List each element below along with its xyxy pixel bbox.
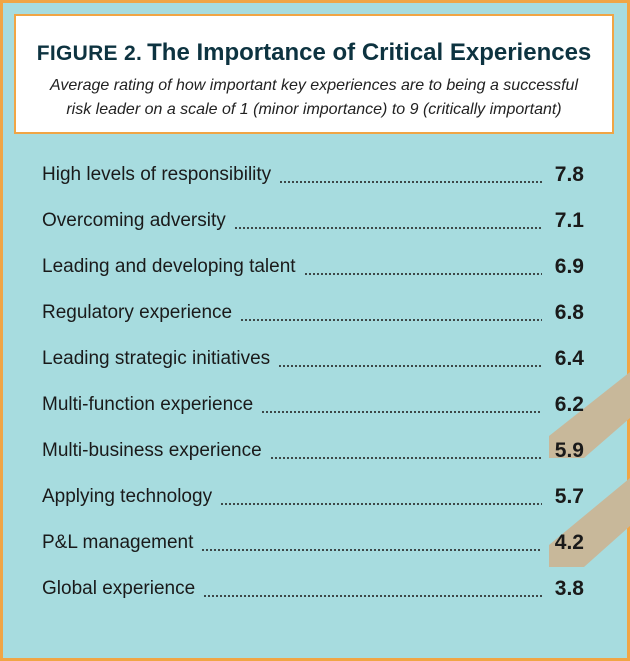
rating-row: Applying technology 5.7: [42, 485, 584, 531]
chart-subtitle: Average rating of how important key expe…: [50, 77, 578, 118]
row-label: Multi-business experience: [42, 440, 262, 461]
rating-row: Leading strategic initiatives 6.4: [42, 347, 584, 393]
row-value: 6.9: [554, 255, 584, 278]
row-label: P&L management: [42, 532, 194, 553]
rating-row: Multi-business experience 5.9: [42, 439, 584, 485]
figure-header: FIGURE 2. The Importance of Critical Expe…: [14, 14, 614, 134]
row-label: Multi-function experience: [42, 394, 254, 415]
row-value: 4.2: [554, 531, 584, 554]
row-label: High levels of responsibility: [42, 164, 272, 185]
row-value: 6.8: [554, 301, 584, 324]
row-value: 7.1: [554, 209, 584, 232]
row-label: Regulatory experience: [42, 302, 233, 323]
row-value: 5.9: [554, 439, 584, 462]
rating-row: Leading and developing talent 6.9: [42, 255, 584, 301]
rating-row: High levels of responsibility 7.8: [42, 163, 584, 209]
dot-leader: [279, 181, 542, 183]
dot-leader: [269, 457, 542, 459]
dot-leader: [220, 503, 542, 505]
row-label: Leading strategic initiatives: [42, 348, 271, 369]
dot-leader: [261, 411, 542, 413]
dot-leader: [233, 227, 542, 229]
rating-row: P&L management 4.2: [42, 531, 584, 577]
row-label: Applying technology: [42, 486, 213, 507]
title-row: FIGURE 2. The Importance of Critical Expe…: [16, 39, 612, 68]
dot-leader: [203, 595, 542, 597]
rating-row: Overcoming adversity 7.1: [42, 209, 584, 255]
dot-leader: [201, 549, 542, 551]
chevron-shape-lower: [549, 478, 630, 567]
chevron-shape-upper-tail: [549, 436, 584, 458]
rating-row: Regulatory experience 6.8: [42, 301, 584, 347]
row-value: 3.8: [554, 577, 584, 600]
rating-row: Multi-function experience 6.2: [42, 393, 584, 439]
dot-leader: [303, 273, 542, 275]
rating-row: Global experience 3.8: [42, 577, 584, 623]
ratings-list: High levels of responsibility 7.8 Overcomi…: [42, 163, 584, 623]
row-value: 6.4: [554, 347, 584, 370]
chevron-shape-upper: [549, 372, 630, 458]
row-label: Leading and developing talent: [42, 256, 296, 277]
figure-label: FIGURE 2.: [36, 42, 143, 65]
dot-leader: [240, 319, 542, 321]
chart-title: The Importance of Critical Experiences: [147, 39, 592, 66]
dot-leader: [278, 365, 542, 367]
row-value: 7.8: [554, 163, 584, 186]
row-label: Overcoming adversity: [42, 210, 226, 231]
row-value: 5.7: [554, 485, 584, 508]
row-value: 6.2: [554, 393, 584, 416]
row-label: Global experience: [42, 578, 196, 599]
